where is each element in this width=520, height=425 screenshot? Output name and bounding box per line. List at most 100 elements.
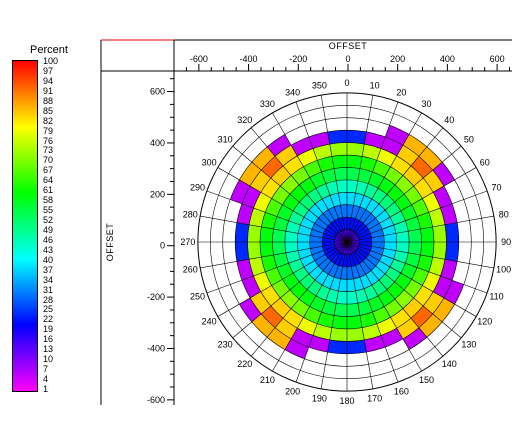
heatmap-cell bbox=[311, 223, 326, 234]
heatmap-cell bbox=[261, 156, 284, 179]
heatmap-cell bbox=[356, 226, 369, 236]
angle-label: 160 bbox=[394, 387, 409, 397]
grid-spoke bbox=[346, 101, 399, 243]
heatmap-cell bbox=[395, 231, 410, 242]
heatmap-cell bbox=[405, 252, 421, 268]
heatmap-cell bbox=[347, 130, 367, 145]
heatmap-cell bbox=[334, 303, 347, 317]
angle-label: 70 bbox=[492, 183, 502, 193]
heatmap-cell bbox=[275, 318, 298, 339]
heatmap-cell bbox=[357, 246, 371, 255]
heatmap-cell bbox=[347, 315, 363, 329]
angle-label: 80 bbox=[499, 209, 509, 219]
heatmap-cell bbox=[334, 167, 347, 181]
heatmap-cell bbox=[420, 226, 434, 242]
heatmap-cell bbox=[386, 184, 405, 203]
heatmap-cell bbox=[347, 192, 356, 206]
x-tick-label: -200 bbox=[289, 54, 307, 64]
heatmap-cell bbox=[318, 257, 332, 271]
angle-label: 320 bbox=[237, 115, 252, 125]
heatmap-cell bbox=[298, 224, 312, 236]
heatmap-cell bbox=[420, 242, 434, 258]
colorbar-tick-label: 67 bbox=[43, 165, 54, 176]
heatmap-cell bbox=[354, 249, 367, 262]
heatmap-cell bbox=[331, 220, 341, 233]
grid-spoke bbox=[250, 127, 348, 243]
grid-spoke bbox=[346, 127, 444, 243]
colorbar-tick-label: 100 bbox=[43, 56, 59, 66]
heatmap-cell bbox=[410, 305, 433, 328]
heatmap-cell bbox=[293, 266, 309, 282]
angle-label: 20 bbox=[396, 87, 406, 97]
heatmap-cell bbox=[260, 285, 281, 306]
heatmap-cell bbox=[327, 130, 347, 145]
x-axis-title: OFFSET bbox=[329, 41, 368, 51]
heatmap-cell bbox=[347, 278, 356, 292]
heatmap-cell bbox=[323, 229, 337, 238]
heatmap-cell bbox=[315, 285, 330, 301]
heatmap-cell bbox=[359, 312, 377, 328]
heatmap-cell bbox=[433, 276, 453, 298]
grid-spoke bbox=[346, 241, 444, 357]
heatmap-cell bbox=[315, 270, 329, 286]
heatmap-cell bbox=[353, 193, 365, 207]
heatmap-cell bbox=[432, 242, 447, 260]
y-axis-title: OFFSET bbox=[105, 223, 115, 262]
heatmap-cell bbox=[371, 188, 387, 204]
y-ticks: 600 400 200 0 -200 -400 -600 bbox=[147, 78, 174, 405]
heatmap-cell bbox=[357, 229, 371, 238]
heatmap-cell bbox=[444, 222, 459, 242]
colorbar-tick-label: 46 bbox=[43, 234, 54, 245]
heatmap-cell bbox=[385, 266, 401, 282]
heatmap-cell bbox=[402, 134, 427, 157]
heatmap-cell bbox=[329, 193, 341, 207]
x-tick-label: 200 bbox=[390, 54, 405, 64]
heatmap-cell bbox=[417, 212, 433, 230]
heatmap-cell bbox=[366, 254, 380, 266]
heatmap-cell bbox=[317, 312, 335, 328]
heatmap-cell bbox=[308, 265, 324, 281]
heatmap-cell bbox=[353, 251, 363, 264]
x-ticks: -600 -400 -200 0 200 400 600 bbox=[185, 54, 511, 71]
angle-label: 150 bbox=[419, 375, 434, 385]
heatmap-cell bbox=[280, 175, 300, 195]
heatmap-cell bbox=[283, 308, 304, 329]
heatmap-cell bbox=[331, 155, 347, 169]
heatmap-cell bbox=[336, 290, 347, 305]
heatmap-cell bbox=[347, 327, 365, 342]
heatmap-cell bbox=[382, 248, 396, 260]
heatmap-cell bbox=[364, 285, 379, 301]
heatmap-cell bbox=[382, 224, 396, 236]
heatmap-cell bbox=[247, 242, 262, 260]
grid-spoke bbox=[217, 241, 348, 317]
heatmap-cell bbox=[241, 276, 261, 298]
heatmap-cell bbox=[370, 203, 386, 219]
heatmap-cell bbox=[299, 194, 316, 211]
heatmap-cell bbox=[310, 229, 324, 238]
heatmap-cell bbox=[417, 254, 433, 272]
heatmap-cell bbox=[349, 217, 356, 231]
angle-label: 350 bbox=[312, 80, 327, 90]
heatmap-cell bbox=[368, 250, 383, 261]
heatmap-cell bbox=[365, 270, 379, 286]
heatmap-cell bbox=[321, 300, 337, 316]
heatmap-cell bbox=[338, 192, 347, 206]
grid-spoke bbox=[295, 241, 348, 383]
angle-label: 120 bbox=[477, 317, 492, 327]
heatmap-cell bbox=[432, 224, 447, 242]
heatmap-cell bbox=[323, 261, 335, 275]
heatmap-cell bbox=[239, 162, 262, 187]
heatmap-cell bbox=[396, 145, 419, 166]
heatmap-cell bbox=[267, 327, 292, 350]
heatmap-cell bbox=[368, 223, 383, 234]
heatmap-cell bbox=[364, 183, 379, 199]
heatmap-cell bbox=[385, 125, 410, 146]
heatmap-cell bbox=[423, 291, 444, 314]
colorbar-tick-label: 1 bbox=[43, 384, 49, 394]
heatmap-cell bbox=[347, 155, 363, 169]
heatmap-cell bbox=[353, 220, 363, 233]
angle-label: 100 bbox=[496, 265, 511, 275]
heatmap-cell bbox=[347, 217, 352, 230]
grid-spoke bbox=[320, 95, 348, 243]
heatmap-cell bbox=[249, 257, 266, 277]
